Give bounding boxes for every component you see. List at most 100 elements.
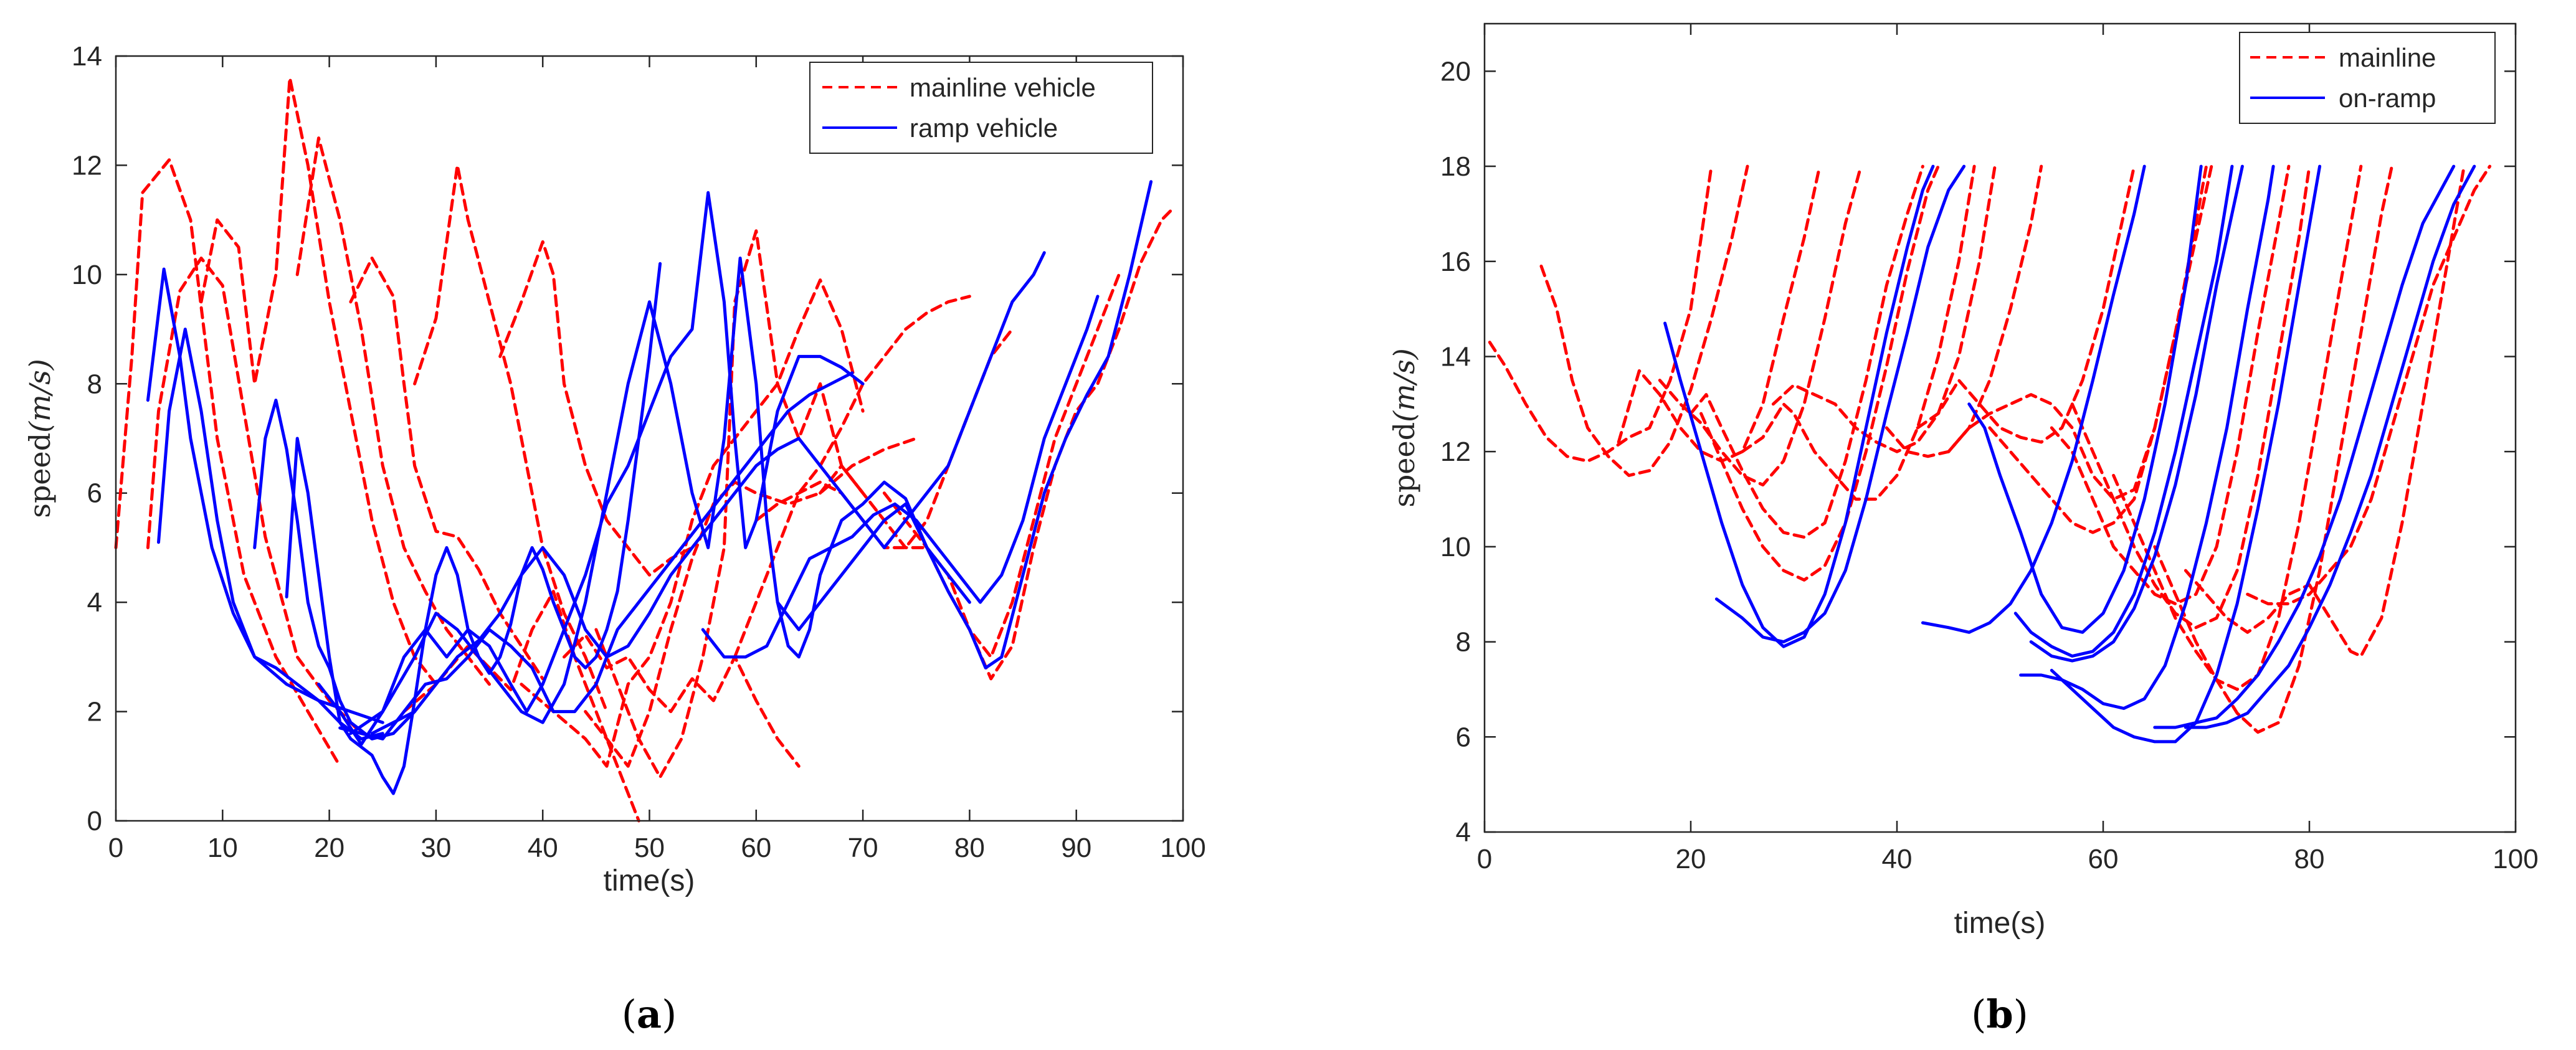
panel-b-legend-box (2239, 32, 2496, 124)
panel-b-ramp-series-line-20 (1714, 164, 1966, 644)
panel-b-caption-letter: b (1986, 991, 2013, 1037)
panel-b-y-axis-label: speed(m/s) (1387, 348, 1421, 508)
panel-b-series-group (1488, 164, 2492, 744)
panel-b-ramp-series-line-21 (1967, 164, 2203, 634)
panel-a-legend: mainline vehicle ramp vehicle (809, 62, 1153, 154)
panel-b-x-tick-label: 40 (1882, 844, 1913, 874)
panel-b-caption-open: ( (1971, 991, 1986, 1037)
panel-b-y-tick-label: 12 (1440, 437, 1471, 467)
panel-a-series-group (114, 76, 1174, 823)
panel-b-ramp-series-line-26 (2050, 164, 2322, 744)
panel-b-mainline-series-line-5 (1689, 164, 1924, 539)
panel-a-y-tick-label: 4 (87, 587, 102, 618)
panel-b-y-axis-label-unit: (m/s) (1387, 348, 1421, 422)
panel-b-x-tick-label: 20 (1676, 844, 1706, 874)
panel-b-ramp-series-line-22 (1921, 164, 2146, 634)
panel-a-x-tick-label: 80 (954, 833, 985, 863)
panel-a-ramp-series-line-18 (157, 328, 384, 724)
panel-a-x-tick-label: 50 (634, 833, 665, 863)
panel-b: 0 20 40 60 80 100 4 6 8 10 12 14 16 18 20 time(s) spee… (1387, 22, 2539, 1037)
panel-b-mainline-series-line-2 (1539, 164, 1749, 477)
panel-a-ramp-series-line-24 (370, 251, 1046, 735)
panel-a-x-tick-label: 60 (741, 833, 771, 863)
panel-a-legend-mainline-label: mainline vehicle (910, 73, 1096, 102)
panel-a-x-tick-label: 30 (421, 833, 451, 863)
panel-a-x-tick-label: 40 (528, 833, 558, 863)
panel-a: 0 10 20 30 40 50 60 70 80 90 100 0 2 4 6 8 10 12 14 time(s… (23, 41, 1206, 1037)
panel-b-legend-ramp-label: on-ramp (2339, 83, 2436, 113)
panel-a-x-axis-label: time(s) (604, 864, 695, 897)
panel-a-mainline-series-line-2 (146, 257, 363, 735)
panel-b-x-tick-label: 0 (1477, 844, 1492, 874)
panel-b-mainline-series-line-7 (1741, 164, 1976, 501)
panel-b-ramp-series-line-27 (2153, 164, 2456, 729)
panel-b-mainline-series-line-14 (2070, 164, 2311, 630)
panel-b-y-tick-label: 18 (1440, 151, 1471, 182)
panel-b-y-tick-label: 16 (1440, 247, 1471, 277)
panel-b-y-tick-label: 10 (1440, 532, 1471, 562)
panel-a-ramp-series-line-22 (338, 371, 854, 740)
panel-a-axes-box (115, 55, 1184, 822)
panel-a-ramp-series-line-21 (317, 191, 865, 746)
panel-a-x-tick-label: 90 (1061, 833, 1091, 863)
panel-b-x-tick-label: 80 (2294, 844, 2325, 874)
panel-a-x-tick-label: 0 (108, 833, 123, 863)
panel-a-plot-area (116, 56, 1183, 821)
panel-a-y-tick-label: 14 (72, 41, 102, 72)
panel-b-caption: (b) (1971, 991, 2028, 1037)
panel-a-legend-box (809, 62, 1153, 154)
panel-a-mainline-series-line-9 (563, 633, 801, 768)
panel-a-y-axis-label: speed(m/s) (23, 359, 57, 518)
panel-a-mainline-series-line-10 (594, 229, 865, 779)
panel-b-mainline-series-line-17 (2184, 164, 2466, 658)
panel-b-legend-mainline-label: mainline (2339, 43, 2436, 72)
panel-b-y-tick-label: 8 (1456, 627, 1471, 658)
panel-a-x-tick-label: 100 (1160, 833, 1205, 863)
panel-a-y-tick-label: 12 (72, 150, 102, 181)
panel-a-ramp-series-line-26 (776, 180, 1153, 669)
panel-a-x-tick-label: 20 (314, 833, 345, 863)
panel-b-mainline-series-line-15 (2112, 164, 2363, 691)
panel-b-axes-box (1483, 22, 2517, 833)
panel-a-y-tick-label: 0 (87, 806, 102, 836)
panel-a-mainline-series-line-8 (498, 240, 694, 577)
panel-a-mainline-series-line-6 (413, 163, 609, 714)
panel-a-y-axis-label-text: speed (23, 433, 57, 518)
panel-a-mainline-series-line-1 (114, 158, 342, 768)
panel-b-mainline-series-line-16 (2153, 164, 2393, 734)
panel-b-x-axis-label: time(s) (1954, 907, 2046, 940)
panel-a-y-tick-label: 8 (87, 369, 102, 399)
panel-b-y-tick-label: 6 (1456, 722, 1471, 752)
panel-a-mainline-series-line-11 (520, 278, 865, 768)
panel-b-ramp-series-line-19 (1663, 164, 1935, 648)
panel-b-ramp-series-line-23 (2013, 164, 2234, 658)
panel-a-ramp-series-line-25 (701, 295, 1100, 659)
panel-b-x-tick-label: 100 (2493, 844, 2538, 874)
panel-a-y-tick-label: 6 (87, 478, 102, 509)
panel-b-mainline-series-line-13 (2050, 164, 2291, 605)
panel-a-mainline-series-line-5 (349, 257, 544, 681)
panel-b-y-tick-label: 20 (1440, 56, 1471, 87)
panel-a-mainline-series-line-3 (199, 76, 438, 686)
panel-a-ramp-series-line-17 (146, 267, 384, 740)
panel-a-caption-letter: a (637, 991, 662, 1037)
panel-a-ramp-series-line-19 (253, 399, 417, 740)
panel-b-mainline-series-line-1 (1488, 164, 1713, 463)
panel-b-ramp-series-line-28 (2184, 164, 2476, 729)
panel-b-mainline-series-line-4 (1658, 164, 1863, 487)
panel-b-y-tick-label: 4 (1456, 817, 1471, 848)
panel-a-y-tick-label: 2 (87, 697, 102, 727)
panel-a-caption-close: ) (662, 991, 677, 1037)
panel-b-x-tick-label: 60 (2088, 844, 2119, 874)
panel-b-y-tick-label: 14 (1440, 341, 1471, 372)
panel-a-y-tick-label: 10 (72, 260, 102, 290)
panel-a-caption: (a) (622, 991, 677, 1037)
panel-b-mainline-series-line-18 (2246, 164, 2492, 605)
panel-a-legend-ramp-label: ramp vehicle (910, 113, 1058, 143)
panel-a-y-axis-label-unit: (m/s) (23, 359, 57, 433)
panel-a-caption-open: ( (622, 991, 637, 1037)
panel-b-mainline-series-line-6 (1699, 164, 1940, 582)
panel-b-y-axis-label-text: speed (1387, 422, 1421, 508)
panel-b-ramp-series-line-24 (2029, 164, 2244, 663)
